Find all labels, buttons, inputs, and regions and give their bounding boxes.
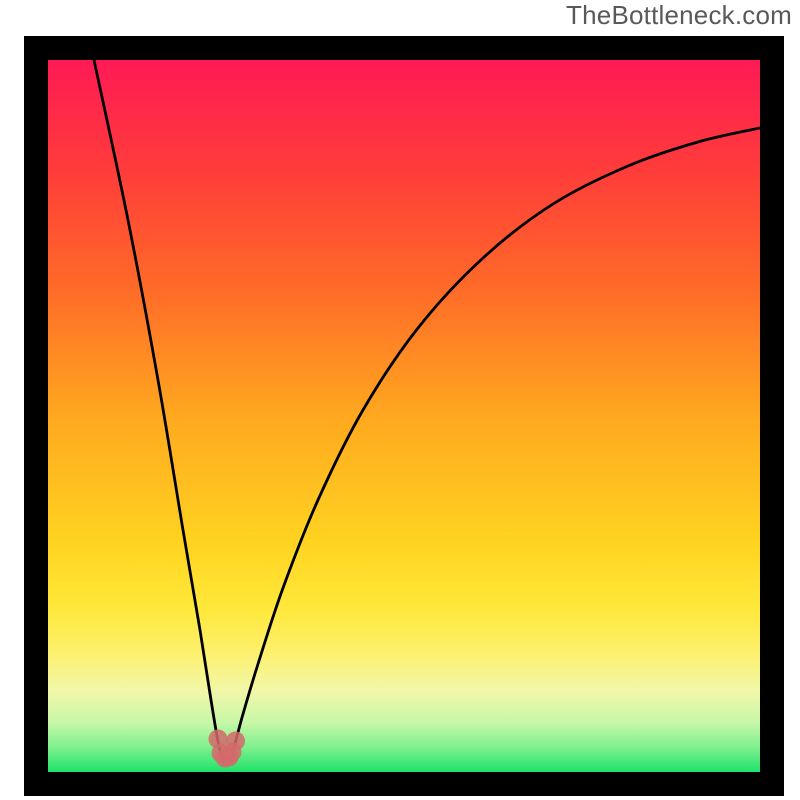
watermark-text: TheBottleneck.com — [566, 0, 792, 31]
plot-svg — [48, 60, 760, 772]
gradient-background — [48, 60, 760, 772]
curve-marker — [226, 732, 245, 751]
plot-area — [48, 60, 760, 772]
